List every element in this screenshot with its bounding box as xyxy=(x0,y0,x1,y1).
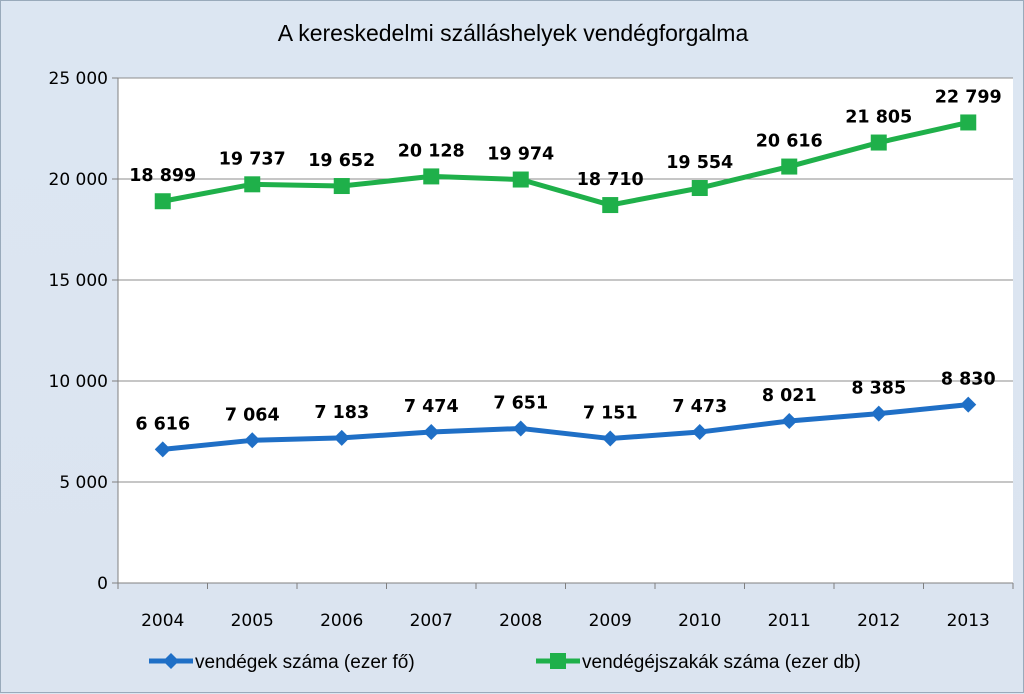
data-label: 19 737 xyxy=(219,149,286,169)
data-label: 6 616 xyxy=(135,414,190,434)
x-axis-ticks: 2004 2005 2006 2007 2008 2009 2010 2011 2012 2013 xyxy=(117,583,1014,631)
diamond-point xyxy=(691,424,708,441)
data-label: 18 899 xyxy=(129,166,196,186)
x-tick-label: 2010 xyxy=(678,611,721,631)
chart-title: A kereskedelmi szálláshelyek vendégforga… xyxy=(278,20,749,46)
diamond-point xyxy=(333,429,350,446)
data-label: 19 974 xyxy=(487,145,554,165)
data-label: 8 021 xyxy=(762,386,817,406)
x-tick-label: 2011 xyxy=(768,611,811,631)
x-tick-label: 2007 xyxy=(410,611,453,631)
series-line-1 xyxy=(162,402,969,452)
data-label: 8 830 xyxy=(941,370,996,390)
series-line-2 xyxy=(162,120,969,208)
x-tick-label: 2004 xyxy=(141,611,184,631)
y-tick-label: 10 000 xyxy=(49,372,108,392)
x-tick-label: 2012 xyxy=(857,611,900,631)
x-tick-label: 2008 xyxy=(499,611,542,631)
square-point xyxy=(244,176,261,193)
square-point xyxy=(960,114,977,131)
legend-square-icon xyxy=(550,653,566,669)
diamond-point xyxy=(423,424,440,441)
diamond-point xyxy=(602,430,619,447)
diamond-point xyxy=(870,405,887,422)
data-label: 7 474 xyxy=(404,397,459,417)
data-label: 7 473 xyxy=(672,397,727,417)
data-label: 7 651 xyxy=(493,393,548,413)
square-point xyxy=(870,134,887,151)
data-label: 8 385 xyxy=(851,379,906,399)
diamond-point xyxy=(512,420,529,437)
x-tick-label: 2005 xyxy=(231,611,274,631)
diamond-point xyxy=(244,432,261,449)
x-tick-label: 2009 xyxy=(589,611,632,631)
square-point xyxy=(154,193,171,210)
legend-diamond-icon xyxy=(163,653,179,669)
diamond-point xyxy=(781,412,798,429)
diamond-point xyxy=(154,441,171,458)
x-tick-label: 2006 xyxy=(320,611,363,631)
square-point xyxy=(781,158,798,175)
square-point xyxy=(602,197,619,214)
data-label: 19 652 xyxy=(308,151,375,171)
data-label: 7 151 xyxy=(583,404,638,424)
data-label: 7 183 xyxy=(314,403,369,423)
data-labels: 6 616 7 064 7 183 7 474 7 651 7 151 7 473 8 021… xyxy=(129,87,1001,434)
gridlines xyxy=(118,77,1013,483)
data-label: 20 128 xyxy=(398,141,465,161)
y-tick-label: 25 000 xyxy=(49,69,108,89)
square-point xyxy=(512,171,529,188)
legend-label: vendégéjszakák száma (ezer db) xyxy=(582,652,861,673)
data-label: 19 554 xyxy=(666,153,733,173)
y-tick-label: 20 000 xyxy=(49,170,108,190)
square-point xyxy=(333,178,350,195)
y-tick-label: 5 000 xyxy=(59,473,108,493)
series-group xyxy=(154,114,977,458)
data-label: 20 616 xyxy=(756,132,823,152)
plot-area xyxy=(118,78,1013,583)
y-axis-ticks: 0 5 000 10 000 15 000 20 000 25 000 xyxy=(49,69,118,594)
legend-label: vendégek száma (ezer fő) xyxy=(195,652,415,673)
x-tick-label: 2013 xyxy=(947,611,990,631)
data-label: 22 799 xyxy=(935,87,1002,107)
legend: vendégek száma (ezer fő) vendégéjszakák s… xyxy=(149,652,861,673)
y-tick-label: 0 xyxy=(97,574,108,594)
data-label: 18 710 xyxy=(577,170,644,190)
square-point xyxy=(691,180,708,197)
data-label: 21 805 xyxy=(845,108,912,128)
diamond-point xyxy=(960,396,977,413)
square-point xyxy=(423,168,440,185)
data-label: 7 064 xyxy=(225,405,280,425)
y-tick-label: 15 000 xyxy=(49,271,108,291)
